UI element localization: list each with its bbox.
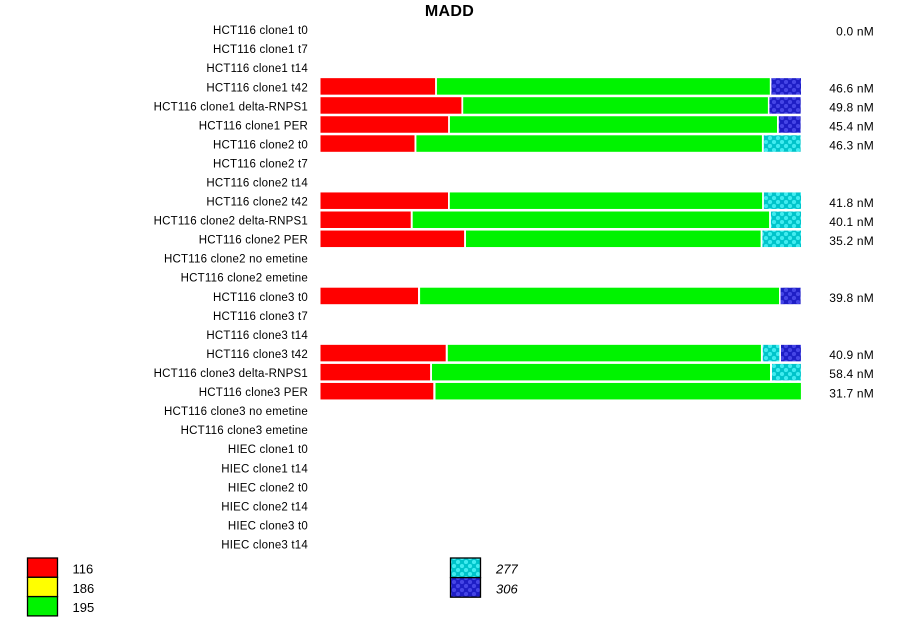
svg-text:HCT116 clone2 t0: HCT116 clone2 t0 xyxy=(213,139,308,151)
svg-text:HCT116 clone3 no emetine: HCT116 clone3 no emetine xyxy=(164,406,308,418)
svg-text:HIEC clone2 t0: HIEC clone2 t0 xyxy=(228,482,308,494)
svg-text:HIEC clone1 t0: HIEC clone1 t0 xyxy=(228,444,308,456)
svg-text:HCT116 clone3 t0: HCT116 clone3 t0 xyxy=(213,292,308,304)
svg-text:HIEC clone2 t14: HIEC clone2 t14 xyxy=(221,501,308,513)
svg-text:HCT116 clone2 PER: HCT116 clone2 PER xyxy=(199,235,308,247)
svg-text:HCT116 clone2 no emetine: HCT116 clone2 no emetine xyxy=(164,254,308,266)
svg-text:46.6 nM: 46.6 nM xyxy=(829,82,874,96)
svg-text:195: 195 xyxy=(73,600,95,615)
svg-text:40.1 nM: 40.1 nM xyxy=(829,215,874,229)
svg-text:HIEC clone1 t14: HIEC clone1 t14 xyxy=(221,463,308,475)
svg-text:HCT116 clone3 PER: HCT116 clone3 PER xyxy=(199,387,308,399)
svg-text:186: 186 xyxy=(73,581,95,596)
svg-text:HCT116 clone3 t14: HCT116 clone3 t14 xyxy=(206,330,308,342)
svg-text:HCT116 clone1 t0: HCT116 clone1 t0 xyxy=(213,25,308,37)
svg-text:306: 306 xyxy=(496,581,518,596)
svg-text:46.3 nM: 46.3 nM xyxy=(829,139,874,153)
svg-text:58.4 nM: 58.4 nM xyxy=(829,367,874,381)
svg-text:HCT116 clone2 t42: HCT116 clone2 t42 xyxy=(206,197,308,209)
svg-text:HCT116 clone3 delta-RNPS1: HCT116 clone3 delta-RNPS1 xyxy=(154,368,308,380)
svg-text:HCT116 clone1 delta-RNPS1: HCT116 clone1 delta-RNPS1 xyxy=(154,101,308,113)
svg-text:HCT116 clone1 PER: HCT116 clone1 PER xyxy=(199,120,308,132)
svg-text:39.8 nM: 39.8 nM xyxy=(829,291,874,305)
svg-text:40.9 nM: 40.9 nM xyxy=(829,348,874,362)
svg-text:45.4 nM: 45.4 nM xyxy=(829,120,874,134)
svg-text:41.8 nM: 41.8 nM xyxy=(829,196,874,210)
svg-text:HCT116 clone2 delta-RNPS1: HCT116 clone2 delta-RNPS1 xyxy=(154,216,308,228)
svg-text:0.0 nM: 0.0 nM xyxy=(836,24,874,38)
svg-text:HCT116 clone3 t7: HCT116 clone3 t7 xyxy=(213,311,308,323)
svg-text:HIEC clone3 t14: HIEC clone3 t14 xyxy=(221,540,308,552)
svg-text:HCT116 clone1 t14: HCT116 clone1 t14 xyxy=(206,63,308,75)
svg-text:HCT116 clone3 emetine: HCT116 clone3 emetine xyxy=(181,425,308,437)
svg-text:31.7 nM: 31.7 nM xyxy=(829,386,874,400)
svg-text:HCT116 clone2 t7: HCT116 clone2 t7 xyxy=(213,159,308,171)
svg-text:MADD: MADD xyxy=(425,3,474,20)
svg-text:HCT116 clone1 t7: HCT116 clone1 t7 xyxy=(213,44,308,56)
svg-text:116: 116 xyxy=(73,562,94,577)
svg-text:HCT116 clone2 emetine: HCT116 clone2 emetine xyxy=(181,273,308,285)
svg-text:49.8 nM: 49.8 nM xyxy=(829,101,874,115)
svg-text:35.2 nM: 35.2 nM xyxy=(829,234,874,248)
svg-text:HCT116 clone1 t42: HCT116 clone1 t42 xyxy=(206,82,308,94)
svg-text:HCT116 clone2 t14: HCT116 clone2 t14 xyxy=(206,178,308,190)
svg-text:HIEC clone3 t0: HIEC clone3 t0 xyxy=(228,520,308,532)
svg-text:HCT116 clone3 t42: HCT116 clone3 t42 xyxy=(206,349,308,361)
svg-text:277: 277 xyxy=(495,562,518,577)
